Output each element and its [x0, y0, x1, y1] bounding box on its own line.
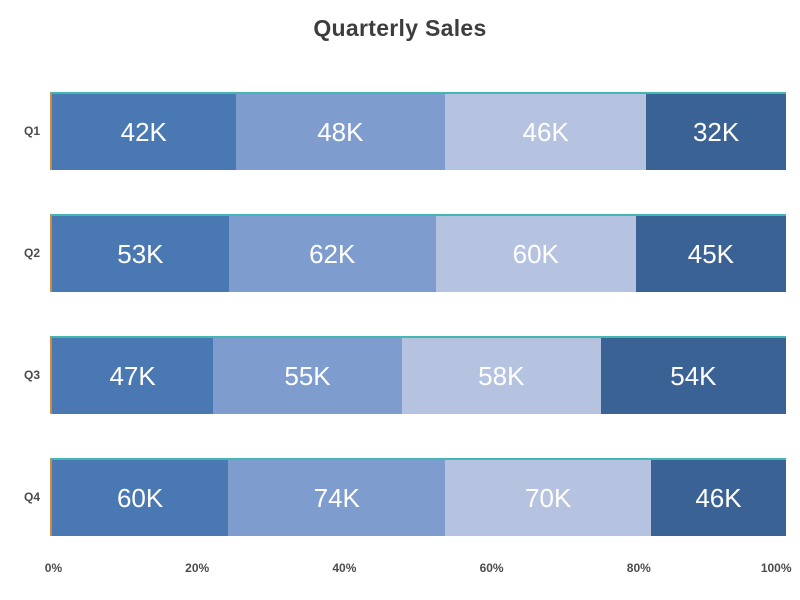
bar-segment-q4-1: 60K	[52, 460, 229, 536]
x-axis-tick-60pct: 60%	[479, 561, 504, 575]
segment-value-label: 58K	[478, 360, 525, 391]
segment-value-label: 42K	[120, 116, 167, 147]
bar-segment-q1-1: 42K	[52, 94, 236, 170]
bar-segment-q3-3: 58K	[401, 338, 601, 414]
segment-value-label: 48K	[317, 116, 364, 147]
bar-row-q4: 60K 74K 70K 46K	[50, 458, 786, 536]
bar-segment-q2-3: 60K	[435, 216, 636, 292]
segment-value-label: 60K	[116, 482, 164, 513]
bar-segment-q1-2: 48K	[235, 94, 446, 170]
segment-value-label: 32K	[692, 116, 740, 147]
bar-segment-q3-4: 54K	[600, 338, 786, 414]
bar-segment-q4-3: 70K	[445, 460, 651, 536]
segment-value-label: 62K	[309, 238, 356, 269]
bar-segment-q4-2: 74K	[228, 460, 446, 536]
category-label-q3: Q3	[23, 368, 40, 382]
bar-segment-q3-1: 47K	[52, 338, 214, 414]
segment-value-label: 46K	[695, 482, 742, 513]
segment-value-label: 55K	[284, 360, 331, 391]
category-label-q1: Q1	[23, 124, 40, 138]
segment-value-label: 46K	[522, 116, 569, 147]
bar-segment-q4-4: 46K	[650, 460, 786, 536]
x-axis-tick-0pct: 0%	[44, 561, 63, 575]
bar-row-q2: 53K 62K 60K 45K	[50, 214, 786, 292]
bar-segment-q2-1: 53K	[52, 216, 229, 292]
segment-value-label: 53K	[117, 238, 164, 269]
category-label-q2: Q2	[23, 246, 40, 260]
bar-row-q1: 42K 48K 46K 32K	[50, 92, 786, 170]
bar-segment-q3-2: 55K	[213, 338, 402, 414]
bar-segment-q1-4: 32K	[646, 94, 786, 170]
category-label-q4: Q4	[23, 490, 40, 504]
segment-value-label: 45K	[687, 238, 735, 269]
x-axis-tick-20pct: 20%	[185, 561, 210, 575]
segment-value-label: 70K	[525, 482, 572, 513]
bar-segment-q2-4: 45K	[635, 216, 786, 292]
segment-value-label: 54K	[670, 360, 717, 391]
bar-row-q3: 47K 55K 58K 54K	[50, 336, 786, 414]
x-axis-tick-100pct: 100%	[760, 561, 792, 575]
x-axis-tick-40pct: 40%	[332, 561, 357, 575]
bar-segment-q1-3: 46K	[445, 94, 647, 170]
segment-value-label: 74K	[313, 482, 360, 513]
segment-value-label: 47K	[109, 360, 156, 391]
segment-value-label: 60K	[512, 238, 559, 269]
chart-title: Quarterly Sales	[313, 15, 487, 41]
x-axis-tick-80pct: 80%	[626, 561, 651, 575]
bar-segment-q2-2: 62K	[228, 216, 436, 292]
